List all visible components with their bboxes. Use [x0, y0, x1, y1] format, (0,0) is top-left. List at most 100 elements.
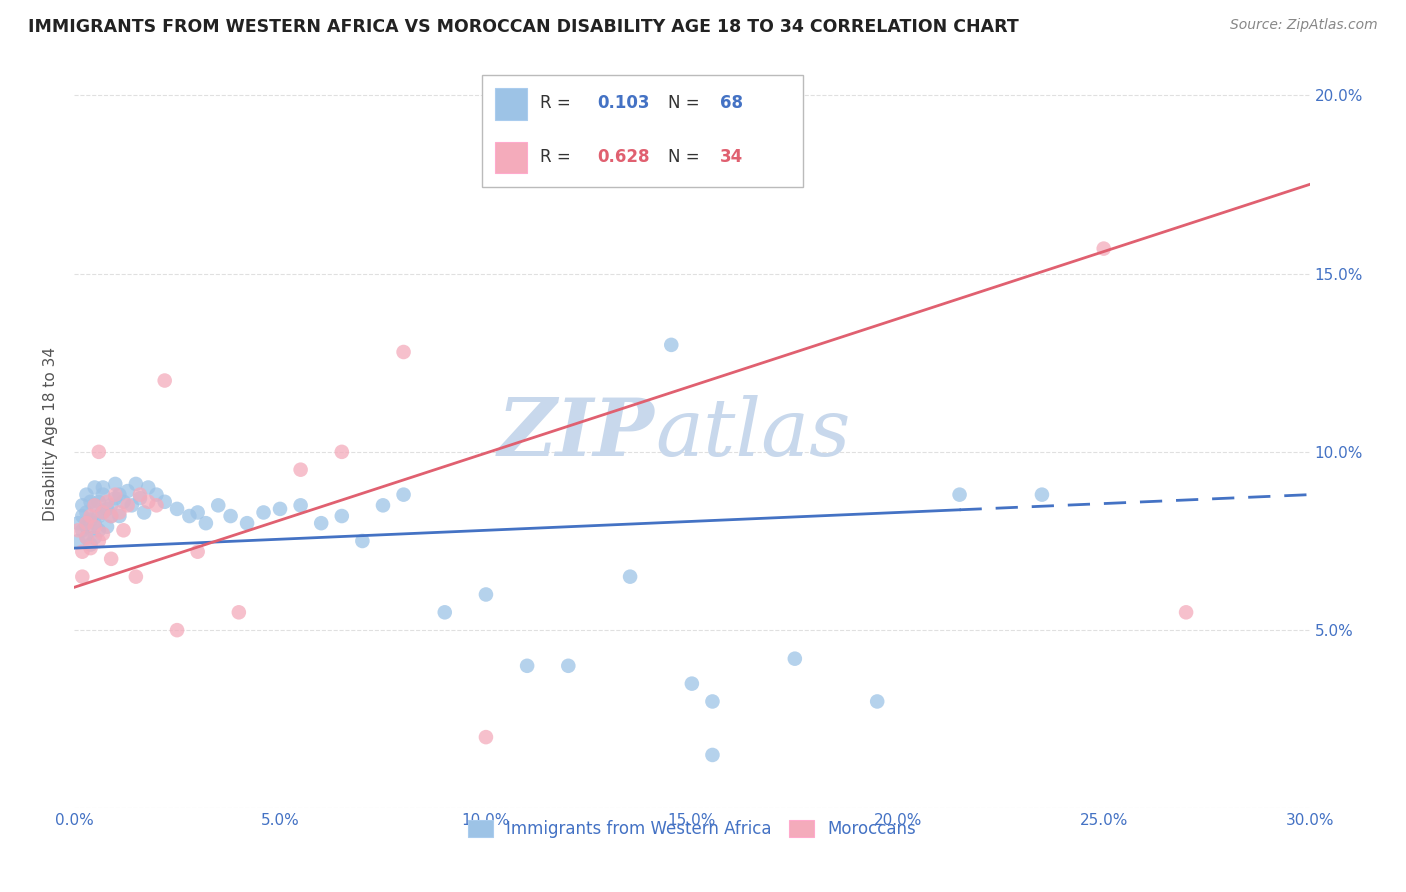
Point	[96, 520, 118, 534]
Point	[87, 445, 110, 459]
Point	[330, 509, 353, 524]
Point	[516, 658, 538, 673]
Point	[67, 524, 90, 538]
Point	[132, 506, 155, 520]
Point	[75, 520, 97, 534]
Point	[219, 509, 242, 524]
Point	[145, 499, 167, 513]
Point	[166, 623, 188, 637]
Point	[228, 605, 250, 619]
Point	[72, 499, 94, 513]
Point	[100, 499, 122, 513]
Point	[83, 516, 105, 531]
Point	[1175, 605, 1198, 619]
Point	[83, 499, 105, 513]
Point	[96, 502, 118, 516]
Point	[475, 730, 498, 744]
Point	[87, 509, 110, 524]
Point	[108, 506, 131, 520]
Point	[207, 499, 229, 513]
Point	[702, 694, 724, 708]
Point	[475, 587, 498, 601]
Point	[100, 509, 122, 524]
Point	[117, 484, 139, 499]
Point	[125, 477, 148, 491]
Point	[72, 524, 94, 538]
Point	[104, 477, 127, 491]
Point	[309, 516, 332, 531]
Point	[136, 481, 159, 495]
Point	[659, 338, 682, 352]
Point	[100, 509, 122, 524]
Point	[108, 488, 131, 502]
Point	[83, 481, 105, 495]
Point	[72, 509, 94, 524]
Point	[91, 481, 114, 495]
Y-axis label: Disability Age 18 to 34: Disability Age 18 to 34	[44, 347, 58, 521]
Point	[87, 534, 110, 549]
Point	[619, 569, 641, 583]
Point	[108, 509, 131, 524]
Point	[83, 499, 105, 513]
Point	[290, 499, 312, 513]
Text: ZIP: ZIP	[498, 395, 655, 473]
Point	[330, 445, 353, 459]
Point	[392, 345, 415, 359]
Point	[166, 502, 188, 516]
Point	[252, 506, 274, 520]
Point	[75, 506, 97, 520]
Point	[681, 142, 703, 156]
Point	[948, 488, 970, 502]
Point	[702, 747, 724, 762]
Point	[179, 509, 201, 524]
Point	[79, 509, 101, 524]
Point	[91, 506, 114, 520]
Point	[681, 676, 703, 690]
Point	[87, 495, 110, 509]
Point	[129, 491, 152, 506]
Point	[125, 569, 148, 583]
Point	[67, 534, 90, 549]
Point	[117, 499, 139, 513]
Legend: Immigrants from Western Africa, Moroccans: Immigrants from Western Africa, Moroccan…	[461, 814, 922, 845]
Point	[83, 531, 105, 545]
Point	[112, 495, 135, 509]
Point	[269, 502, 291, 516]
Point	[187, 544, 209, 558]
Point	[866, 694, 889, 708]
Point	[557, 658, 579, 673]
Text: atlas: atlas	[655, 395, 851, 473]
Point	[83, 520, 105, 534]
Point	[91, 527, 114, 541]
Point	[79, 495, 101, 509]
Point	[392, 488, 415, 502]
Point	[87, 524, 110, 538]
Point	[96, 495, 118, 509]
Point	[72, 544, 94, 558]
Point	[112, 524, 135, 538]
Point	[194, 516, 217, 531]
Text: Source: ZipAtlas.com: Source: ZipAtlas.com	[1230, 18, 1378, 32]
Point	[783, 651, 806, 665]
Point	[129, 488, 152, 502]
Point	[136, 495, 159, 509]
Point	[79, 541, 101, 555]
Point	[75, 531, 97, 545]
Point	[187, 506, 209, 520]
Point	[91, 506, 114, 520]
Point	[104, 488, 127, 502]
Point	[352, 534, 374, 549]
Point	[236, 516, 259, 531]
Point	[100, 551, 122, 566]
Point	[145, 488, 167, 502]
Point	[1031, 488, 1053, 502]
Point	[72, 569, 94, 583]
Text: IMMIGRANTS FROM WESTERN AFRICA VS MOROCCAN DISABILITY AGE 18 TO 34 CORRELATION C: IMMIGRANTS FROM WESTERN AFRICA VS MOROCC…	[28, 18, 1019, 36]
Point	[79, 537, 101, 551]
Point	[104, 491, 127, 506]
Point	[75, 531, 97, 545]
Point	[75, 488, 97, 502]
Point	[121, 499, 143, 513]
Point	[153, 374, 176, 388]
Point	[67, 516, 90, 531]
